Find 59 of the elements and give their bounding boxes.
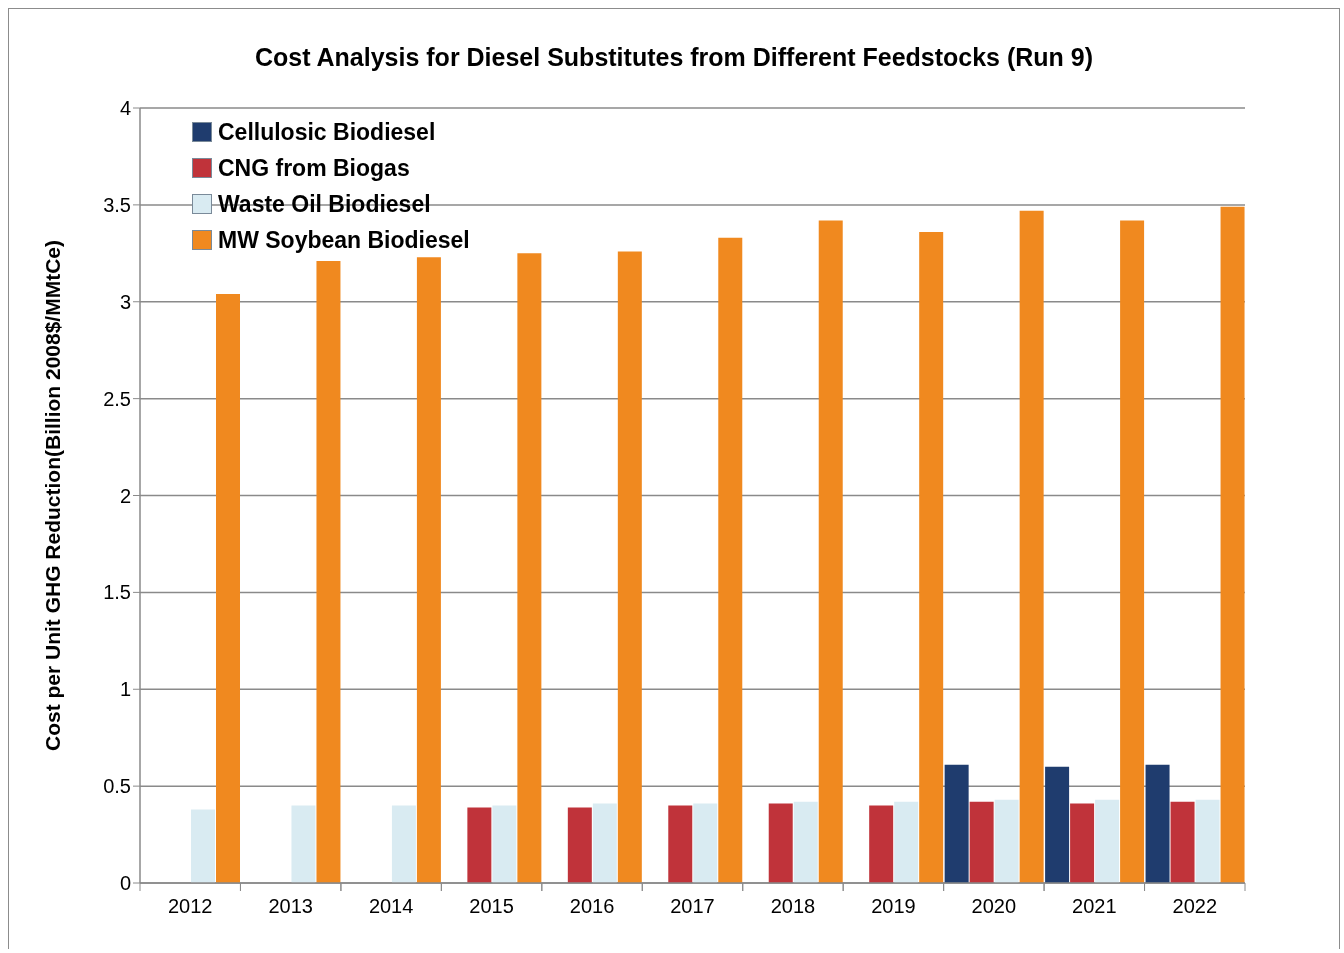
x-tick-label: 2019	[871, 895, 916, 917]
y-tick-label: 3	[119, 290, 131, 313]
y-tick-label: 1.5	[103, 581, 131, 604]
legend-label: Cellulosic Biodiesel	[218, 118, 436, 146]
bar	[919, 232, 944, 883]
bar	[1095, 799, 1120, 883]
bar	[1220, 206, 1245, 883]
bar	[1195, 799, 1220, 883]
y-axis-title: Cost per Unit GHG Reduction(Billion 2008$/MMtCe)	[41, 239, 65, 752]
x-tick-label: 2015	[469, 895, 514, 917]
legend-label: MW Soybean Biodiesel	[218, 226, 470, 254]
bar	[693, 803, 718, 883]
legend-label: Waste Oil Biodiesel	[218, 190, 431, 218]
bar	[869, 805, 894, 883]
x-tick-label: 2017	[670, 895, 715, 917]
y-tick-label: 0.5	[103, 775, 131, 798]
bar	[316, 261, 341, 883]
bar	[592, 803, 617, 883]
x-tick-label: 2022	[1172, 895, 1218, 917]
bar	[1120, 220, 1145, 883]
y-tick-label: 4	[119, 97, 131, 120]
bar	[416, 257, 441, 883]
bar	[994, 799, 1019, 883]
bar	[969, 801, 994, 883]
legend-label: CNG from Biogas	[218, 154, 410, 182]
bar	[492, 805, 517, 883]
bar	[391, 805, 416, 883]
bar	[944, 764, 969, 883]
x-tick-label: 2013	[268, 895, 313, 917]
y-tick-label: 2	[119, 484, 131, 507]
y-tick-label: 0	[119, 872, 131, 895]
bar	[617, 251, 642, 883]
bar	[1019, 210, 1044, 883]
chart-title: Cost Analysis for Diesel Substitutes from Different Feedstocks (Run 9)	[253, 43, 1095, 72]
bar	[191, 809, 215, 883]
bar	[668, 805, 693, 883]
x-tick-label: 2012	[167, 895, 213, 917]
bar	[216, 294, 240, 883]
bar	[567, 807, 592, 883]
bar	[291, 805, 316, 883]
bar	[768, 803, 793, 883]
y-tick-label: 2.5	[103, 387, 131, 410]
bar	[793, 801, 818, 883]
y-tick-label: 3.5	[103, 193, 131, 216]
x-tick-label: 2016	[569, 895, 615, 917]
bar	[718, 237, 743, 883]
bar	[1070, 803, 1095, 883]
bar	[1045, 766, 1070, 883]
bar	[818, 220, 843, 883]
x-tick-label: 2018	[770, 895, 816, 917]
x-tick-label: 2014	[368, 895, 414, 917]
y-tick-label: 1	[119, 678, 131, 701]
bar	[467, 807, 492, 883]
x-tick-label: 2020	[971, 895, 1017, 917]
bar	[1170, 801, 1195, 883]
bar	[517, 253, 542, 883]
bar	[1145, 764, 1170, 883]
bar	[894, 801, 919, 883]
x-tick-label: 2021	[1072, 895, 1117, 917]
